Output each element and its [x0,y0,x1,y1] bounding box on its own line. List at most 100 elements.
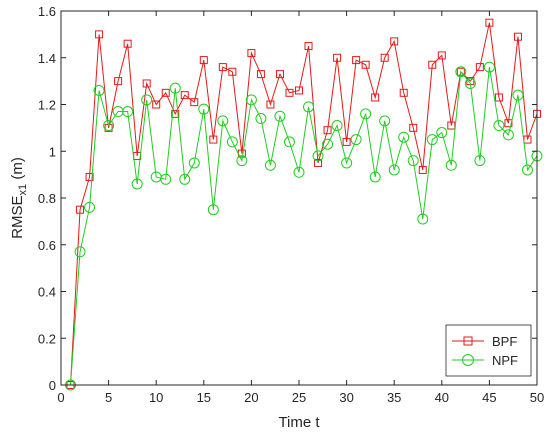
data-point-npf [255,113,267,125]
data-point-bpf [314,158,323,167]
data-point-bpf [209,135,218,144]
data-point-npf [493,120,505,132]
data-point-npf [369,171,381,183]
data-point-bpf [447,121,456,130]
data-point-npf [388,164,400,176]
data-point-bpf [352,56,361,65]
data-point-bpf [123,39,132,48]
x-tick-label: 45 [482,390,496,405]
data-point-bpf [399,88,408,97]
x-tick-label: 40 [435,390,449,405]
y-tick-label: 1.4 [38,51,56,66]
data-point-npf [84,201,96,213]
data-point-bpf [380,53,389,62]
data-point-bpf [513,32,522,41]
data-point-npf [169,82,181,94]
data-point-npf [521,164,533,176]
data-point-npf [445,159,457,171]
data-point-bpf [266,100,275,109]
data-point-npf [322,138,334,150]
data-point-npf [179,173,191,185]
x-axis-label: Time t [278,414,320,431]
data-point-bpf [275,70,284,79]
data-point-npf [398,131,410,143]
data-point-npf [417,213,429,225]
x-tick-label: 30 [339,390,353,405]
data-point-bpf [409,123,418,132]
data-point-bpf [371,93,380,102]
data-point-bpf [95,30,104,39]
data-point-npf [474,155,486,167]
data-point-npf [379,115,391,127]
data-point-npf [245,94,257,106]
y-tick-label: 1 [49,144,56,159]
x-tick-label: 10 [149,390,163,405]
data-point-npf [236,155,248,167]
y-tick-label: 0.2 [38,331,56,346]
legend-entry-npf: NPF [452,353,518,368]
data-point-bpf [342,137,351,146]
y-tick-label: 0.8 [38,191,56,206]
data-point-bpf [180,91,189,100]
data-point-bpf [256,70,265,79]
y-tick-label: 1.2 [38,98,56,113]
x-tick-label: 15 [197,390,211,405]
series-line-npf [70,67,538,386]
data-point-npf [131,178,143,190]
data-point-bpf [437,51,446,60]
legend-box [445,324,532,377]
legend: BPF NPF [445,324,532,377]
x-tick-label: 0 [57,390,64,405]
data-point-npf [455,66,467,78]
data-point-bpf [390,37,399,46]
data-point-npf [93,84,105,96]
x-tick-label: 5 [105,390,112,405]
data-point-npf [141,94,153,106]
data-point-bpf [114,77,123,86]
data-point-npf [312,150,324,162]
plot-frame [60,10,538,386]
data-point-bpf [295,86,303,95]
data-point-npf [207,204,219,216]
legend-entry-bpf: BPF [452,334,517,349]
data-point-npf [502,129,514,141]
data-point-npf [188,157,200,169]
data-point-npf [407,155,419,167]
data-point-npf [331,120,343,132]
data-point-bpf [485,18,494,27]
data-point-bpf [475,63,484,72]
data-point-npf [360,108,372,120]
y-axis-label-main: RMSE [9,195,26,238]
data-point-npf [283,136,295,148]
data-point-bpf [285,88,294,97]
data-point-bpf [247,49,256,58]
y-tick-label: 0 [49,378,56,393]
data-point-bpf [76,205,85,214]
data-point-bpf [418,165,427,174]
data-point-bpf [218,63,227,72]
data-point-npf [436,127,448,139]
data-point-bpf [228,67,237,76]
data-point-npf [103,120,115,132]
data-point-bpf [494,93,503,102]
data-point-npf [512,89,524,101]
data-point-bpf [361,60,370,69]
data-point-bpf [428,60,437,69]
data-point-npf [160,173,172,185]
x-tick-label: 35 [387,390,401,405]
data-point-bpf [323,126,332,135]
legend-label-npf: NPF [492,353,518,368]
data-point-bpf [152,100,161,109]
data-point-bpf [171,109,180,118]
data-point-bpf [333,53,342,62]
data-point-bpf [85,172,94,181]
data-point-npf [226,136,238,148]
data-point-npf [122,106,134,118]
data-point-bpf [199,56,208,65]
data-point-bpf [304,42,313,51]
data-point-npf [198,103,210,115]
data-point-bpf [190,98,199,107]
data-point-npf [264,159,276,171]
